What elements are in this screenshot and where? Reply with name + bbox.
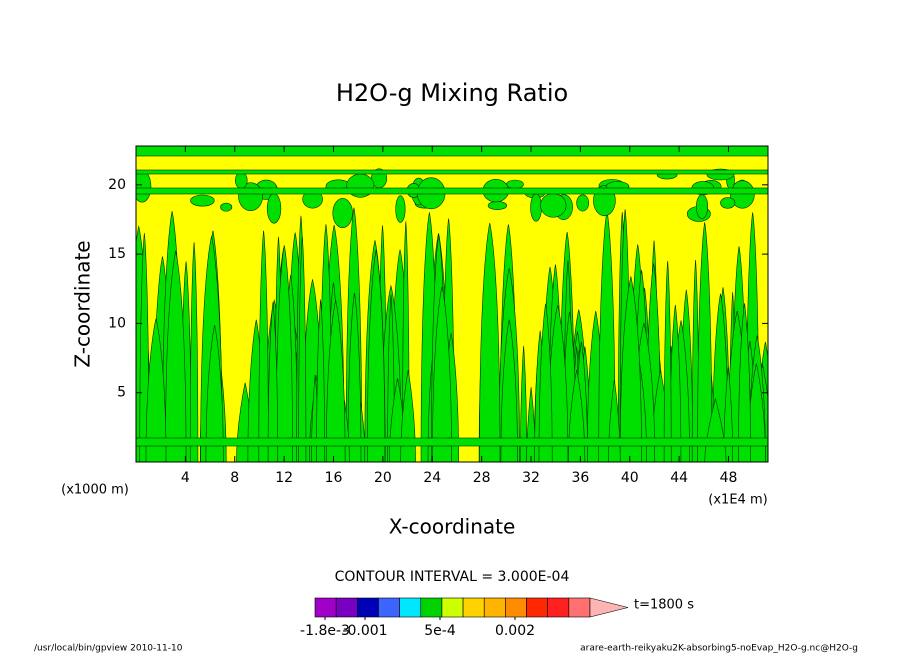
contour-fill xyxy=(530,193,542,222)
contour-fill xyxy=(367,250,386,462)
colorbar-box xyxy=(441,597,464,618)
contour-fill xyxy=(267,302,279,462)
contour-fill xyxy=(395,195,406,223)
x-tick-label: 48 xyxy=(720,470,738,486)
contour-fill xyxy=(234,171,248,189)
x-scale-note: (x1E4 m) xyxy=(708,493,767,508)
contour-fill xyxy=(145,318,167,462)
contour-fill xyxy=(479,223,501,462)
x-tick-label: 8 xyxy=(230,470,239,486)
contour-fill xyxy=(730,180,755,209)
x-axis-label: X-coordinate xyxy=(389,515,516,539)
contour-fill xyxy=(136,437,768,447)
contour-fill xyxy=(220,202,233,212)
x-tick-label: 36 xyxy=(571,470,589,486)
contour-fill xyxy=(136,169,768,175)
x-tick-label: 32 xyxy=(522,470,540,486)
colorbar-box xyxy=(378,597,400,618)
footer-right: arare-earth-reikyaku2K-absorbing5-noEvap… xyxy=(580,644,858,654)
contour-fill xyxy=(520,345,528,462)
colorbar-box xyxy=(462,597,485,618)
colorbar-box xyxy=(420,597,443,618)
x-tick-label: 24 xyxy=(423,470,441,486)
contour-fill xyxy=(190,194,215,207)
contour-fill xyxy=(538,303,553,462)
y-tick-label: 20 xyxy=(108,177,126,193)
contour-fill xyxy=(165,249,187,462)
contour-fill xyxy=(500,319,518,462)
colorbar-box xyxy=(505,597,527,618)
y-tick-label: 5 xyxy=(117,385,126,401)
time-label: t=1800 s xyxy=(634,598,694,613)
colorbar-box xyxy=(568,597,591,618)
contour-fill xyxy=(275,245,293,462)
x-tick-label: 40 xyxy=(621,470,639,486)
contour-fill xyxy=(258,230,269,462)
colorbar-box xyxy=(483,597,506,618)
contour-fill xyxy=(332,198,353,228)
x-tick-label: 28 xyxy=(473,470,491,486)
contour-fill xyxy=(487,201,508,210)
contour-fill xyxy=(205,325,224,462)
x-tick-label: 20 xyxy=(374,470,392,486)
x-tick-label: 12 xyxy=(275,470,293,486)
contour-fill xyxy=(298,236,307,462)
contour-fill xyxy=(316,299,325,462)
contour-fill xyxy=(576,194,590,212)
x-tick-label: 44 xyxy=(670,470,688,486)
colorbar-tick-label: -0.001 xyxy=(342,623,387,639)
contour-fill xyxy=(432,286,452,462)
contour-interval: CONTOUR INTERVAL = 3.000E-04 xyxy=(335,569,570,585)
colorbar-tick-label: 5e-4 xyxy=(424,623,456,639)
contour-fill xyxy=(619,275,642,462)
contour-fill xyxy=(697,222,713,462)
contour-fill xyxy=(696,194,709,219)
contour-fill xyxy=(347,292,362,462)
y-tick-label: 10 xyxy=(108,315,126,331)
contour-fill xyxy=(139,233,150,462)
contour-field xyxy=(136,146,768,462)
contour-fill xyxy=(136,187,768,195)
colorbar-box xyxy=(357,597,379,618)
colorbar-box xyxy=(335,597,358,618)
contour-fill xyxy=(136,146,768,157)
contour-fill xyxy=(663,260,672,462)
colorbar-box xyxy=(314,597,337,618)
footer-left: /usr/local/bin/gpview 2010-11-10 xyxy=(34,644,183,654)
contour-fill xyxy=(189,242,199,462)
y-tick-label: 15 xyxy=(108,246,126,262)
x-unit-note: (x1000 m) xyxy=(61,483,129,498)
colorbar-box xyxy=(547,597,570,618)
contour-fill xyxy=(720,197,736,209)
contour-fill xyxy=(266,193,282,224)
contour-fill xyxy=(540,193,567,218)
colorbar-box xyxy=(526,597,548,618)
colorbar-extend xyxy=(589,597,629,618)
x-tick-label: 4 xyxy=(181,470,190,486)
colorbar-box xyxy=(399,597,422,618)
chart-title: H2O-g Mixing Ratio xyxy=(336,79,568,107)
colorbar-tick-label: 0.002 xyxy=(495,623,535,639)
x-tick-label: 16 xyxy=(325,470,343,486)
plot-frame xyxy=(135,145,769,463)
y-axis-label: Z-coordinate xyxy=(71,240,95,367)
contour-fill xyxy=(738,303,751,462)
colorbar-tick-label: -1.8e-3 xyxy=(300,623,350,639)
contour-fill xyxy=(506,179,524,190)
contour-fill xyxy=(325,300,346,462)
